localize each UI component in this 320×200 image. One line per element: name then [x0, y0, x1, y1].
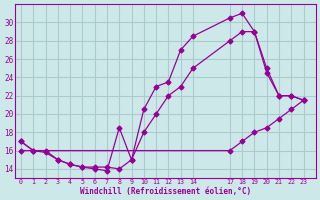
X-axis label: Windchill (Refroidissement éolien,°C): Windchill (Refroidissement éolien,°C) — [80, 187, 251, 196]
